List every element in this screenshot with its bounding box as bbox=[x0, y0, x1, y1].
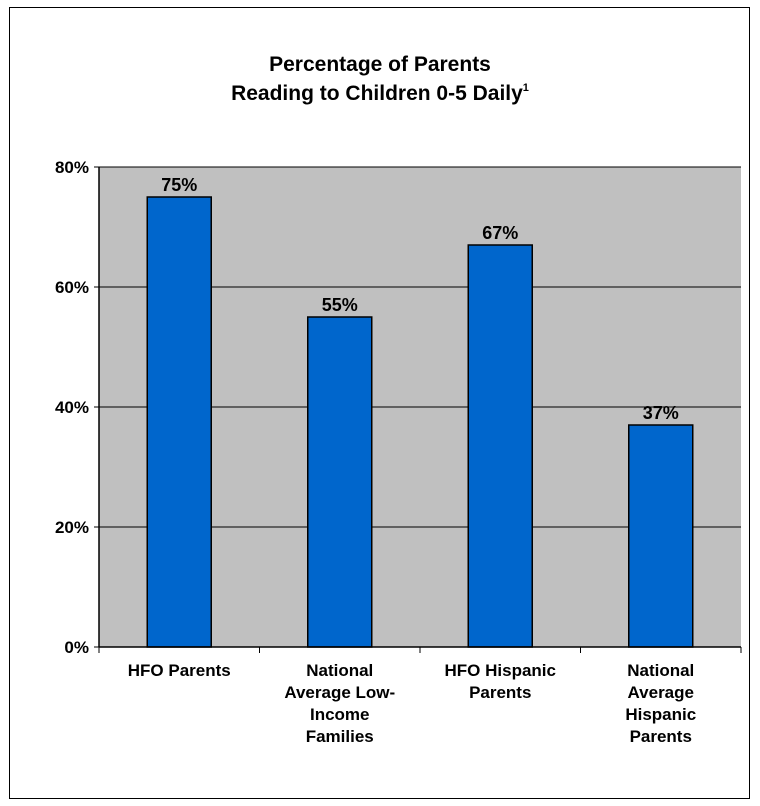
x-category-label-line: National bbox=[627, 661, 694, 680]
y-tick-label: 0% bbox=[64, 638, 89, 657]
y-tick-label: 60% bbox=[55, 278, 89, 297]
bar bbox=[307, 316, 373, 648]
data-label: 55% bbox=[322, 295, 358, 315]
chart-title-line-2: Reading to Children 0-5 Daily1 bbox=[0, 79, 760, 108]
y-tick-labels: 0% 20% 40% 60% 80% bbox=[55, 158, 89, 657]
x-category-label-line: Parents bbox=[469, 683, 531, 702]
data-label: 37% bbox=[643, 403, 679, 423]
x-category-labels: HFO Parents National Average Low- Income Fam… bbox=[128, 661, 696, 746]
data-labels: 75% 55% 67% 37% bbox=[161, 175, 679, 423]
x-category-label: HFO Hispanic Parents bbox=[445, 661, 556, 702]
axes bbox=[94, 166, 742, 653]
y-tick-label: 40% bbox=[55, 398, 89, 417]
data-label: 67% bbox=[482, 223, 518, 243]
x-category-label: National Average Low- Income Families bbox=[284, 661, 395, 746]
x-category-label-line: Income bbox=[310, 705, 370, 724]
chart-title-superscript: 1 bbox=[522, 82, 529, 94]
x-category-label-line: Families bbox=[306, 727, 374, 746]
y-tick-label: 80% bbox=[55, 158, 89, 177]
bar bbox=[467, 244, 533, 648]
y-tick-label: 20% bbox=[55, 518, 89, 537]
bar bbox=[146, 196, 212, 648]
bars bbox=[146, 196, 694, 648]
bar bbox=[628, 424, 694, 648]
x-category-label-line: HFO Hispanic bbox=[445, 661, 556, 680]
x-category-label-line: Hispanic bbox=[625, 705, 696, 724]
x-category-label-line: National bbox=[306, 661, 373, 680]
chart-title-line-2-text: Reading to Children 0-5 Daily bbox=[231, 82, 523, 105]
chart-title: Percentage of Parents Reading to Childre… bbox=[0, 50, 760, 108]
x-category-label-line: Average Low- bbox=[284, 683, 395, 702]
x-category-label-line: Parents bbox=[630, 727, 692, 746]
chart-title-line-1: Percentage of Parents bbox=[269, 53, 491, 76]
x-category-label: National Average Hispanic Parents bbox=[625, 661, 696, 746]
data-label: 75% bbox=[161, 175, 197, 195]
x-category-label-line: HFO Parents bbox=[128, 661, 231, 680]
x-category-label-line: Average bbox=[628, 683, 694, 702]
x-category-label: HFO Parents bbox=[128, 661, 231, 680]
